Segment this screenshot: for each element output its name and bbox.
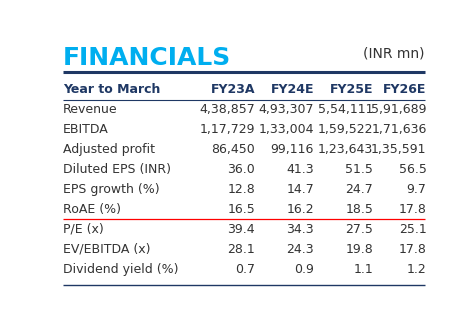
Text: Diluted EPS (INR): Diluted EPS (INR) bbox=[63, 163, 171, 176]
Text: 17.8: 17.8 bbox=[399, 203, 426, 216]
Text: FY24E: FY24E bbox=[270, 83, 314, 96]
Text: 1,35,591: 1,35,591 bbox=[371, 143, 426, 156]
Text: 4,93,307: 4,93,307 bbox=[258, 103, 314, 116]
Text: 34.3: 34.3 bbox=[287, 223, 314, 236]
Text: 25.1: 25.1 bbox=[399, 223, 426, 236]
Text: 41.3: 41.3 bbox=[287, 163, 314, 176]
Text: 5,54,111: 5,54,111 bbox=[317, 103, 373, 116]
Text: 56.5: 56.5 bbox=[399, 163, 426, 176]
Text: EV/EBITDA (x): EV/EBITDA (x) bbox=[63, 243, 151, 255]
Text: 4,38,857: 4,38,857 bbox=[199, 103, 255, 116]
Text: 39.4: 39.4 bbox=[228, 223, 255, 236]
Text: 16.5: 16.5 bbox=[227, 203, 255, 216]
Text: 1.1: 1.1 bbox=[353, 263, 373, 276]
Text: 1,17,729: 1,17,729 bbox=[199, 123, 255, 136]
Text: P/E (x): P/E (x) bbox=[63, 223, 104, 236]
Text: 0.7: 0.7 bbox=[235, 263, 255, 276]
Text: 24.7: 24.7 bbox=[345, 183, 373, 196]
Text: 1,33,004: 1,33,004 bbox=[258, 123, 314, 136]
Text: RoAE (%): RoAE (%) bbox=[63, 203, 121, 216]
Text: EPS growth (%): EPS growth (%) bbox=[63, 183, 160, 196]
Text: 36.0: 36.0 bbox=[227, 163, 255, 176]
Text: FY26E: FY26E bbox=[383, 83, 426, 96]
Text: 27.5: 27.5 bbox=[345, 223, 373, 236]
Text: 12.8: 12.8 bbox=[227, 183, 255, 196]
Text: 19.8: 19.8 bbox=[345, 243, 373, 255]
Text: 0.9: 0.9 bbox=[294, 263, 314, 276]
Text: 1,71,636: 1,71,636 bbox=[371, 123, 426, 136]
Text: Year to March: Year to March bbox=[63, 83, 160, 96]
Text: 17.8: 17.8 bbox=[399, 243, 426, 255]
Text: FY23A: FY23A bbox=[210, 83, 255, 96]
Text: 9.7: 9.7 bbox=[407, 183, 426, 196]
Text: 18.5: 18.5 bbox=[345, 203, 373, 216]
Text: 24.3: 24.3 bbox=[287, 243, 314, 255]
Text: 1.2: 1.2 bbox=[407, 263, 426, 276]
Text: 51.5: 51.5 bbox=[345, 163, 373, 176]
Text: 14.7: 14.7 bbox=[286, 183, 314, 196]
Text: 1,59,522: 1,59,522 bbox=[317, 123, 373, 136]
Text: 86,450: 86,450 bbox=[211, 143, 255, 156]
Text: (INR mn): (INR mn) bbox=[363, 46, 425, 60]
Text: FINANCIALS: FINANCIALS bbox=[63, 46, 231, 70]
Text: 5,91,689: 5,91,689 bbox=[371, 103, 426, 116]
Text: FY25E: FY25E bbox=[329, 83, 373, 96]
Text: 1,23,643: 1,23,643 bbox=[318, 143, 373, 156]
Text: Revenue: Revenue bbox=[63, 103, 118, 116]
Text: Adjusted profit: Adjusted profit bbox=[63, 143, 155, 156]
Text: 28.1: 28.1 bbox=[227, 243, 255, 255]
Text: 16.2: 16.2 bbox=[287, 203, 314, 216]
Text: EBITDA: EBITDA bbox=[63, 123, 109, 136]
Text: Dividend yield (%): Dividend yield (%) bbox=[63, 263, 178, 276]
Text: 99,116: 99,116 bbox=[271, 143, 314, 156]
